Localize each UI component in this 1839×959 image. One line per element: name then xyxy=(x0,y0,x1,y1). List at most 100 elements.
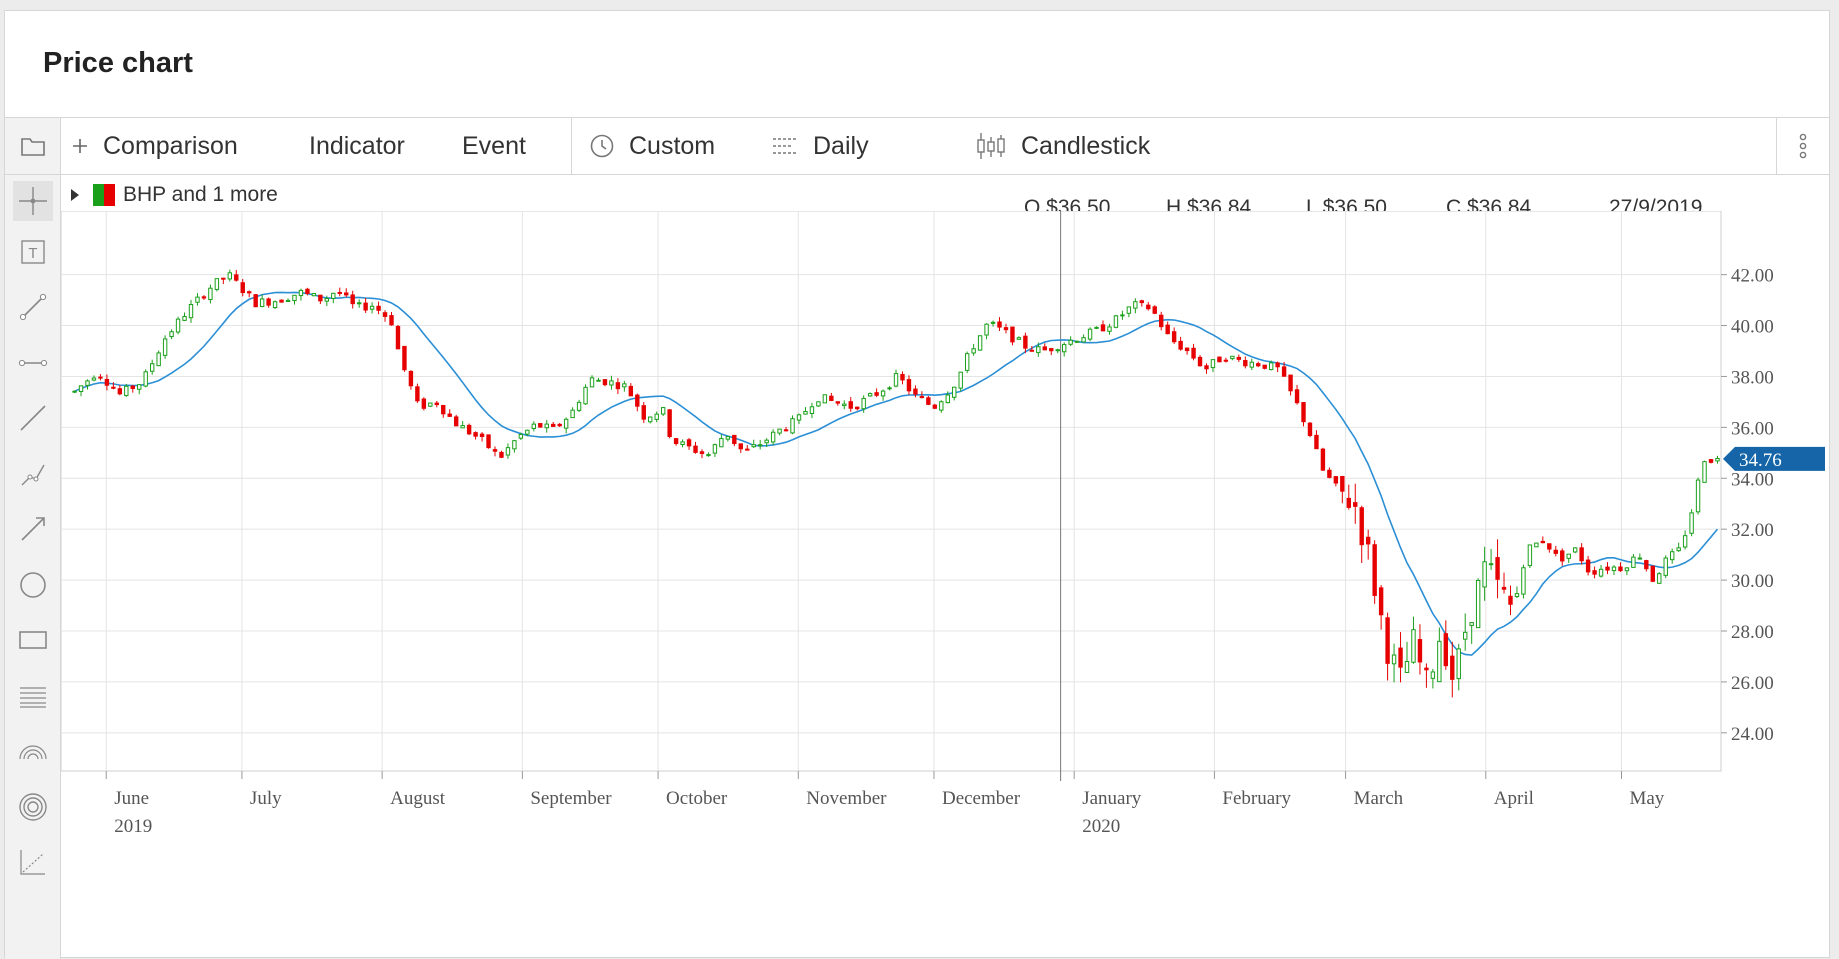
candle[interactable] xyxy=(111,386,116,389)
candle[interactable] xyxy=(1087,328,1093,340)
candle[interactable] xyxy=(492,449,498,452)
concentric-circles-tool[interactable] xyxy=(13,787,53,827)
candle[interactable] xyxy=(745,448,750,451)
candle[interactable] xyxy=(984,323,989,336)
candle[interactable] xyxy=(272,301,278,308)
candle[interactable] xyxy=(182,315,187,321)
candle[interactable] xyxy=(699,451,705,455)
candle[interactable] xyxy=(686,439,692,447)
candle[interactable] xyxy=(1353,502,1358,507)
path-tool[interactable] xyxy=(13,454,53,494)
candle[interactable] xyxy=(964,353,970,371)
candle[interactable] xyxy=(1094,326,1099,329)
candle[interactable] xyxy=(428,402,433,407)
candle[interactable] xyxy=(1204,365,1209,370)
candle[interactable] xyxy=(1372,544,1377,596)
candle[interactable] xyxy=(72,390,77,393)
candle[interactable] xyxy=(1120,314,1125,317)
candle[interactable] xyxy=(1463,631,1468,640)
candle[interactable] xyxy=(356,302,362,305)
candle[interactable] xyxy=(395,325,401,350)
menu-button[interactable] xyxy=(1776,117,1830,175)
candle[interactable] xyxy=(615,382,621,390)
candle[interactable] xyxy=(719,438,724,448)
candle[interactable] xyxy=(1165,324,1170,335)
candle[interactable] xyxy=(1430,671,1436,679)
candle[interactable] xyxy=(169,331,174,338)
candle[interactable] xyxy=(234,274,239,281)
series-legend[interactable]: BHP and 1 more xyxy=(65,179,278,211)
candle[interactable] xyxy=(1281,366,1287,377)
candle[interactable] xyxy=(583,386,588,405)
candle[interactable] xyxy=(78,385,84,392)
candle[interactable] xyxy=(1598,568,1604,577)
candle[interactable] xyxy=(1514,593,1520,598)
candle[interactable] xyxy=(195,296,200,303)
candle[interactable] xyxy=(842,403,847,407)
candle[interactable] xyxy=(292,294,297,302)
candle[interactable] xyxy=(1307,422,1313,436)
candle[interactable] xyxy=(680,441,685,446)
candle[interactable] xyxy=(98,376,103,379)
candle[interactable] xyxy=(1450,655,1455,680)
candle[interactable] xyxy=(648,416,653,423)
candle[interactable] xyxy=(732,434,737,445)
candle[interactable] xyxy=(783,429,789,432)
candle[interactable] xyxy=(337,291,342,294)
candle[interactable] xyxy=(441,404,446,415)
candle[interactable] xyxy=(1236,356,1242,360)
candle[interactable] xyxy=(460,425,465,429)
candle[interactable] xyxy=(1592,570,1597,575)
candle[interactable] xyxy=(518,433,524,439)
candle[interactable] xyxy=(1644,560,1649,570)
candle[interactable] xyxy=(1256,363,1261,367)
candle[interactable] xyxy=(1340,475,1345,492)
candle[interactable] xyxy=(874,392,879,396)
candle[interactable] xyxy=(1605,566,1610,571)
candle[interactable] xyxy=(1540,540,1546,544)
candle[interactable] xyxy=(1417,639,1423,663)
candle[interactable] xyxy=(609,380,614,386)
candle[interactable] xyxy=(1508,595,1513,605)
candle[interactable] xyxy=(893,373,899,387)
candle[interactable] xyxy=(654,413,659,420)
candle[interactable] xyxy=(1482,561,1487,588)
candle[interactable] xyxy=(1682,535,1688,548)
candle[interactable] xyxy=(1404,660,1410,673)
candle[interactable] xyxy=(1294,389,1300,404)
custom-range-button[interactable]: Custom xyxy=(589,118,715,174)
candle[interactable] xyxy=(667,409,672,438)
text-box-tool[interactable]: T xyxy=(13,232,53,272)
candle[interactable] xyxy=(1230,355,1235,360)
candle[interactable] xyxy=(1100,324,1106,332)
candle[interactable] xyxy=(505,447,511,456)
candle[interactable] xyxy=(124,385,129,397)
candle[interactable] xyxy=(208,287,213,301)
candle[interactable] xyxy=(1107,326,1112,332)
candle[interactable] xyxy=(738,443,743,450)
candle[interactable] xyxy=(1029,349,1035,352)
candle[interactable] xyxy=(641,405,646,420)
candle[interactable] xyxy=(1268,362,1274,371)
horizontal-segment-tool[interactable] xyxy=(13,343,53,383)
candle[interactable] xyxy=(1553,549,1558,554)
candle[interactable] xyxy=(1663,557,1668,576)
candle[interactable] xyxy=(1702,461,1707,483)
candle[interactable] xyxy=(201,296,207,299)
candle[interactable] xyxy=(298,289,304,297)
fib-lines-tool[interactable] xyxy=(13,676,53,716)
candle[interactable] xyxy=(822,394,828,404)
candle[interactable] xyxy=(1249,361,1254,368)
dotted-diagonal-tool[interactable] xyxy=(13,842,53,882)
candle[interactable] xyxy=(855,406,860,410)
candle[interactable] xyxy=(1475,579,1481,629)
candle[interactable] xyxy=(835,401,841,404)
candle[interactable] xyxy=(1566,553,1571,559)
candle[interactable] xyxy=(421,398,427,409)
candle[interactable] xyxy=(214,278,220,290)
candle[interactable] xyxy=(1152,306,1157,314)
candle[interactable] xyxy=(434,402,439,406)
candle[interactable] xyxy=(221,277,226,280)
candle[interactable] xyxy=(389,315,394,326)
candle[interactable] xyxy=(751,444,756,448)
